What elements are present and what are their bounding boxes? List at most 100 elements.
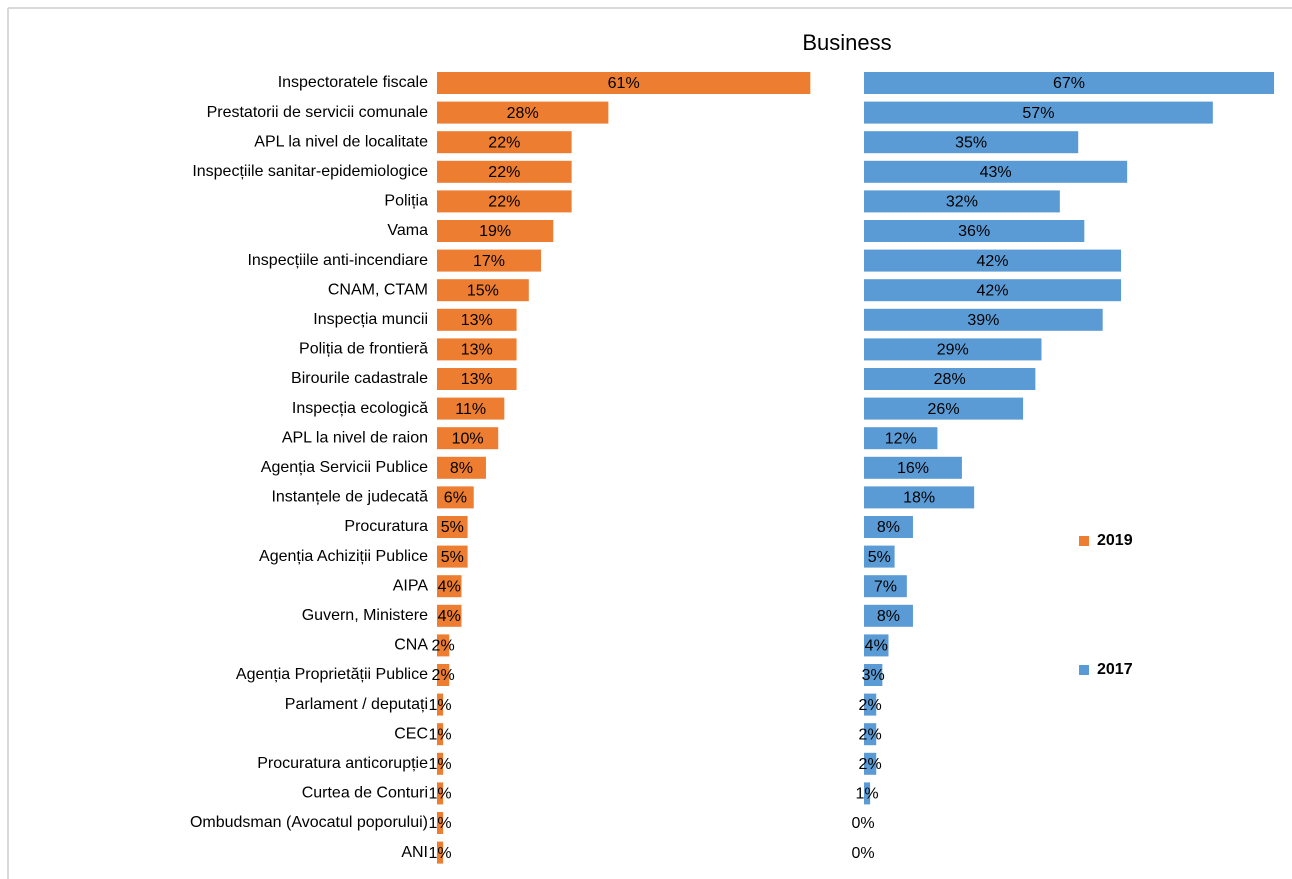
bar [437,72,811,94]
value-label: 22% [488,164,520,181]
value-label: 42% [977,282,1009,299]
value-label: 10% [452,430,484,447]
value-label: 36% [958,223,990,240]
bar [864,604,913,627]
value-label: 8% [877,519,900,536]
bar [864,634,889,657]
value-label: 19% [479,223,511,240]
bar [437,160,572,183]
category-label: Instanțele de judecată [271,489,428,506]
bar [864,131,1079,154]
value-label: 5% [868,549,891,566]
value-label: 1% [428,786,451,803]
value-label: 67% [1053,75,1085,92]
value-label: 1% [428,756,451,773]
value-label: 2% [859,726,882,743]
legend-swatch [1079,536,1089,546]
value-label: 1% [428,845,451,862]
chart-title: Business [802,30,891,55]
category-label: Prestatorii de servicii comunale [207,104,429,121]
bar [437,812,444,834]
bar [437,545,468,568]
value-label: 1% [428,697,451,714]
bar [864,338,1042,361]
category-label: Inspecția muncii [313,311,428,328]
value-label: 16% [897,460,929,477]
bar [437,841,444,864]
value-label: 22% [488,134,520,151]
bar [864,664,883,686]
value-label: 13% [461,312,493,329]
value-label: 12% [885,430,917,447]
value-label: 0% [851,845,874,862]
bar [864,160,1128,183]
bar [437,575,462,598]
value-label: 8% [450,460,473,477]
value-label: 17% [473,253,505,270]
bar [437,190,572,213]
category-label: Inspecțiile sanitar-epidemiologice [192,163,428,180]
bar [864,752,877,775]
category-label: CNAM, CTAM [328,281,428,298]
category-label: Inspectoratele fiscale [278,74,428,91]
value-label: 6% [444,490,467,507]
bar [864,220,1085,242]
value-label: 1% [428,815,451,832]
value-label: 15% [467,282,499,299]
bar [437,634,450,657]
bar [864,545,895,568]
bar [864,249,1122,272]
value-label: 2% [432,638,455,655]
bar [864,456,962,479]
bar [864,486,975,509]
value-label: 7% [874,578,897,595]
bar [437,604,462,627]
bar [864,575,907,598]
bar [864,397,1024,420]
bar [437,131,572,154]
category-label: CEC [394,725,428,742]
value-label: 2% [859,756,882,773]
category-label: Curtea de Conturi [302,785,428,802]
category-label: Procuratura anticorupție [257,755,428,772]
bar [864,101,1213,124]
category-label: Procuratura [344,518,428,535]
value-label: 8% [877,608,900,625]
bar [864,516,913,538]
value-label: 22% [488,194,520,211]
category-label: CNA [394,637,428,654]
legend-swatch [1079,665,1089,675]
bar [437,693,444,716]
category-label: Parlament / deputați [285,696,428,713]
value-label: 13% [461,371,493,388]
category-label: Vama [387,222,428,239]
bar [437,101,609,124]
value-label: 61% [608,75,640,92]
value-label: 39% [967,312,999,329]
bar [864,279,1122,302]
bar [437,368,517,390]
category-label: Poliția de frontieră [299,341,428,358]
bar [864,308,1103,331]
bar [437,456,486,479]
value-label: 26% [928,401,960,418]
category-label: Agenția Servicii Publice [261,459,428,476]
bar [437,279,529,302]
value-label: 1% [855,786,878,803]
bar [437,397,505,420]
value-label: 13% [461,342,493,359]
value-label: 28% [507,105,539,122]
category-label: Birourile cadastrale [291,370,428,387]
bar [864,693,877,716]
category-label: APL la nivel de raion [282,429,428,446]
value-label: 18% [903,490,935,507]
bar [437,249,542,272]
value-label: 57% [1022,105,1054,122]
value-label: 43% [980,164,1012,181]
value-label: 35% [955,134,987,151]
bar [437,723,444,746]
value-label: 28% [934,371,966,388]
bar [437,427,499,450]
